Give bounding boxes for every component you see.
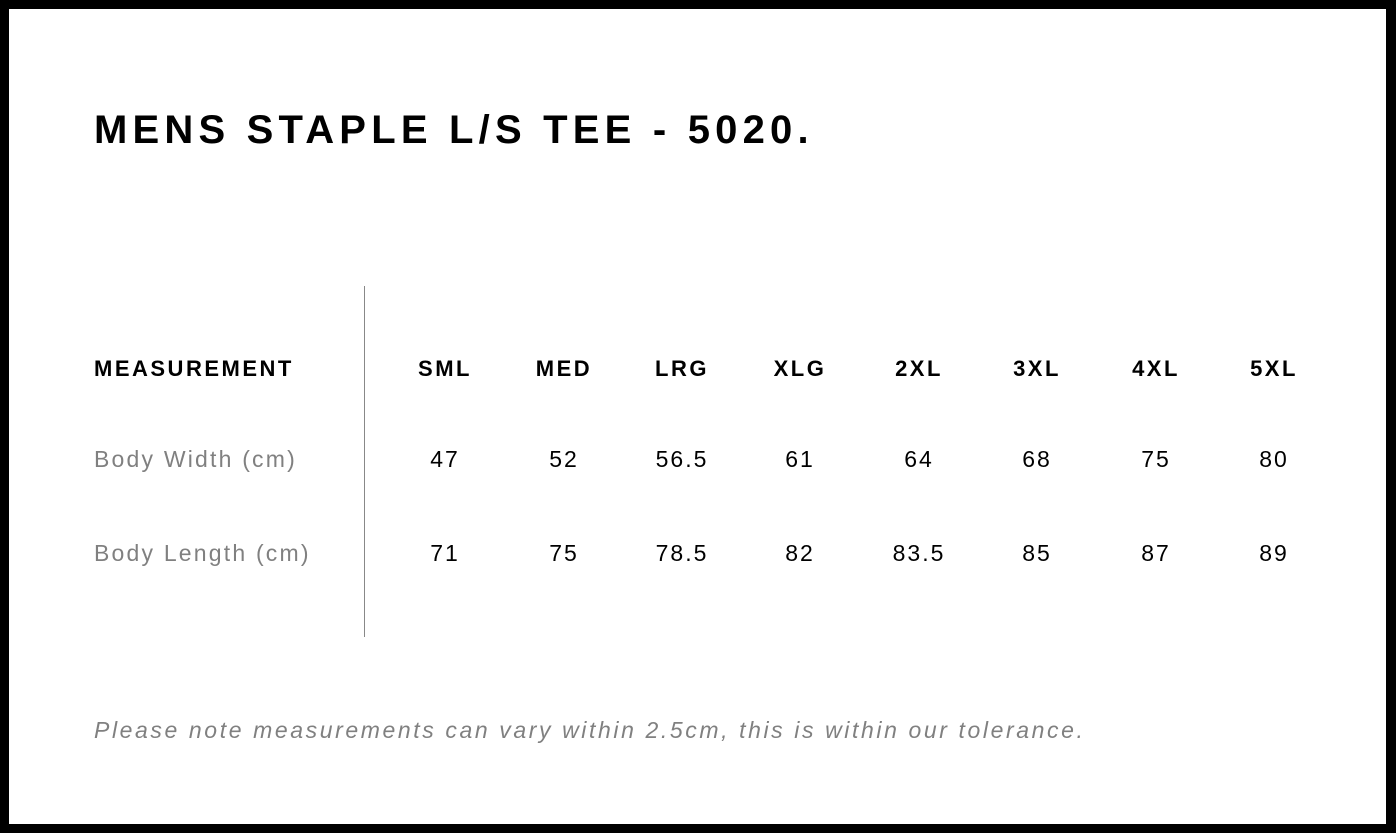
size-header: 4XL bbox=[1132, 356, 1180, 381]
table-cell: 68 bbox=[1022, 446, 1052, 472]
size-header: 5XL bbox=[1250, 356, 1298, 381]
table-cell: 61 bbox=[785, 446, 815, 472]
table-cell: 64 bbox=[904, 446, 934, 472]
table-cell: 75 bbox=[1141, 446, 1171, 472]
column-divider bbox=[364, 286, 365, 637]
size-header: MED bbox=[535, 356, 593, 381]
table-cell: 75 bbox=[549, 540, 579, 566]
table-cell: 89 bbox=[1259, 540, 1289, 566]
table-cell: 85 bbox=[1022, 540, 1052, 566]
size-header: LRG bbox=[655, 356, 709, 381]
size-chart-card: MENS STAPLE L/S TEE - 5020. MEASUREMENT … bbox=[9, 9, 1386, 824]
page-title: MENS STAPLE L/S TEE - 5020. bbox=[94, 108, 814, 152]
row-label-body-width: Body Width (cm) bbox=[94, 446, 297, 472]
size-header: 2XL bbox=[895, 356, 943, 381]
table-cell: 52 bbox=[549, 446, 579, 472]
table-cell: 56.5 bbox=[655, 446, 709, 472]
table-cell: 78.5 bbox=[655, 540, 709, 566]
table-cell: 71 bbox=[430, 540, 460, 566]
table-cell: 82 bbox=[785, 540, 815, 566]
tolerance-note: Please note measurements can vary within… bbox=[94, 717, 1086, 743]
size-header: 3XL bbox=[1013, 356, 1061, 381]
measurement-header: MEASUREMENT bbox=[94, 356, 294, 381]
table-cell: 83.5 bbox=[892, 540, 946, 566]
table-cell: 80 bbox=[1259, 446, 1289, 472]
table-cell: 87 bbox=[1141, 540, 1171, 566]
size-header: XLG bbox=[773, 356, 827, 381]
table-cell: 47 bbox=[430, 446, 460, 472]
row-label-body-length: Body Length (cm) bbox=[94, 540, 311, 566]
size-header: SML bbox=[418, 356, 472, 381]
